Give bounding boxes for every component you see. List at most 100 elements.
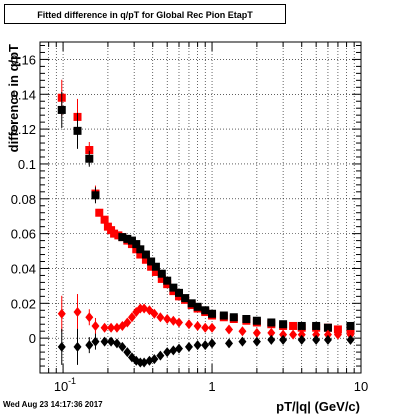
data-point-square	[181, 294, 190, 303]
data-point-square	[132, 240, 141, 249]
data-point-diamond	[169, 345, 178, 356]
title-box: Fitted difference in q/pT for Global Rec…	[4, 4, 286, 24]
data-point-diamond	[123, 347, 132, 358]
x-tick-label: 10	[354, 379, 368, 394]
data-point-square	[132, 245, 141, 254]
data-point-square	[85, 154, 94, 163]
data-point-square	[123, 234, 132, 243]
data-point-square	[73, 126, 82, 135]
y-axis-label: difference in q/pT	[6, 44, 21, 152]
data-point-diamond	[150, 308, 159, 319]
data-point-square	[57, 105, 66, 114]
data-point-diamond	[312, 329, 321, 340]
data-point-square	[201, 306, 210, 315]
data-point-diamond	[85, 312, 94, 323]
data-point-square	[118, 233, 127, 242]
data-point-diamond	[100, 336, 109, 347]
data-point-square	[229, 313, 238, 322]
data-point-diamond	[193, 340, 202, 351]
data-point-diamond	[73, 307, 82, 318]
data-point-square	[151, 267, 160, 276]
data-point-diamond	[85, 340, 94, 351]
data-point-square	[208, 309, 217, 318]
data-point-diamond	[73, 341, 82, 352]
data-point-square	[289, 321, 298, 330]
data-point-diamond	[112, 338, 121, 349]
data-point-diamond	[150, 354, 159, 365]
axis-ticks	[39, 42, 362, 373]
data-point-square	[267, 318, 276, 327]
data-point-diamond	[225, 324, 234, 335]
y-tick-label: 0.12	[11, 122, 36, 137]
data-point-square	[297, 321, 306, 330]
data-point-square	[346, 321, 355, 330]
data-point-diamond	[279, 334, 288, 345]
data-point-square	[147, 262, 156, 271]
data-point-diamond	[123, 317, 132, 328]
data-point-square	[110, 229, 119, 238]
data-point-diamond	[238, 336, 247, 347]
data-point-diamond	[289, 329, 298, 340]
plot-frame	[39, 41, 362, 374]
data-point-diamond	[323, 329, 332, 340]
x-axis-label: pT/|q| (GeV/c)	[276, 399, 360, 414]
x-tick-label: 1	[208, 379, 215, 394]
data-point-diamond	[184, 319, 193, 330]
data-point-square	[323, 323, 332, 332]
data-point-diamond	[174, 317, 183, 328]
data-point-diamond	[312, 334, 321, 345]
data-point-diamond	[118, 341, 127, 352]
data-point-square	[141, 255, 150, 264]
data-point-diamond	[267, 334, 276, 345]
data-point-square	[242, 314, 251, 323]
data-point-diamond	[91, 336, 100, 347]
data-point-diamond	[163, 313, 172, 324]
chart-title: Fitted difference in q/pT for Global Rec…	[37, 10, 253, 20]
data-point-diamond	[238, 326, 247, 337]
data-point-diamond	[169, 315, 178, 326]
data-point-square	[127, 236, 136, 245]
y-tick-label: 0.08	[11, 192, 36, 207]
data-point-square	[100, 215, 109, 224]
data-point-diamond	[333, 329, 342, 340]
data-point-square	[312, 321, 321, 330]
data-point-diamond	[252, 336, 261, 347]
y-tick-label: 0.06	[11, 227, 36, 242]
data-point-diamond	[297, 329, 306, 340]
data-point-square	[151, 262, 160, 271]
y-tick-label: 0	[29, 331, 36, 346]
data-point-square	[85, 146, 94, 155]
data-point-diamond	[297, 334, 306, 345]
data-point-diamond	[184, 341, 193, 352]
data-point-diamond	[100, 322, 109, 333]
data-point-diamond	[156, 350, 165, 361]
data-point-diamond	[252, 327, 261, 338]
data-point-square	[157, 274, 166, 283]
data-point-diamond	[127, 312, 136, 323]
data-point-diamond	[201, 340, 210, 351]
data-point-diamond	[57, 308, 66, 319]
data-point-square	[114, 231, 123, 240]
data-point-square	[169, 283, 178, 292]
data-point-square	[163, 276, 172, 285]
data-point-diamond	[346, 329, 355, 340]
data-point-diamond	[279, 329, 288, 340]
data-point-diamond	[323, 334, 332, 345]
data-point-diamond	[174, 343, 183, 354]
y-tick-label: 0.04	[11, 261, 36, 276]
data-point-diamond	[163, 347, 172, 358]
data-point-square	[174, 288, 183, 297]
x-tick-label: 10	[54, 379, 68, 394]
data-point-square	[95, 208, 104, 217]
timestamp: Wed Aug 23 14:17:36 2017	[3, 400, 103, 409]
data-point-diamond	[112, 322, 121, 333]
y-tick-label: 0.02	[11, 296, 36, 311]
data-point-diamond	[201, 322, 210, 333]
data-point-diamond	[267, 327, 276, 338]
data-point-square	[187, 299, 196, 308]
data-point-square	[157, 269, 166, 278]
data-point-diamond	[91, 320, 100, 331]
data-point-diamond	[156, 312, 165, 323]
